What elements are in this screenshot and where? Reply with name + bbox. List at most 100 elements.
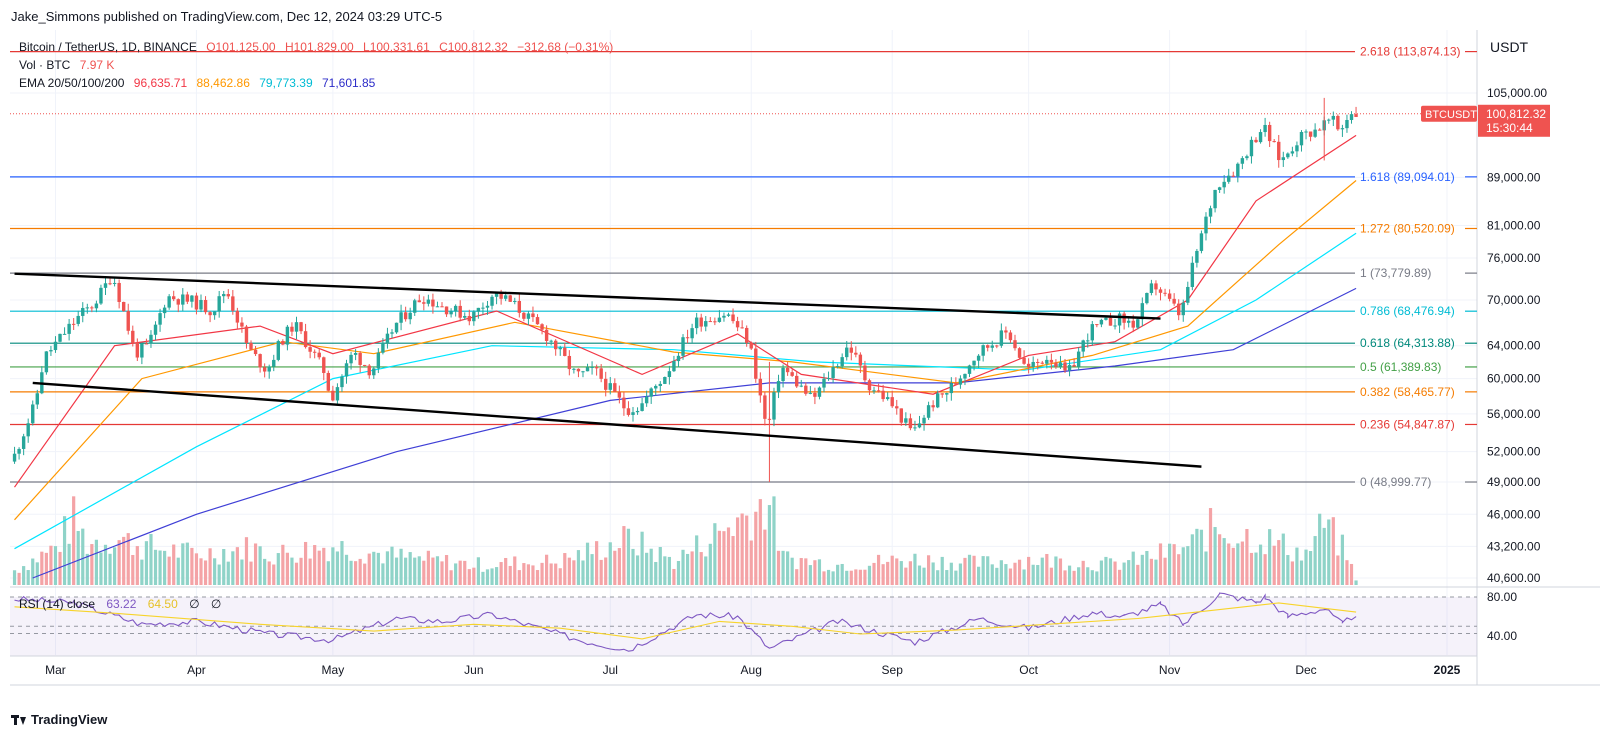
candle-body bbox=[881, 390, 885, 400]
candle-body bbox=[49, 350, 53, 352]
candle-body bbox=[963, 373, 967, 379]
volume-bar bbox=[1231, 547, 1235, 585]
trendline bbox=[14, 272, 1161, 320]
volume-bar bbox=[399, 548, 403, 585]
trendline bbox=[32, 381, 1202, 468]
candle-body bbox=[540, 324, 544, 330]
rsi-axis-label: 40.00 bbox=[1487, 629, 1517, 643]
fib-label: 0.618 (64,313.88) bbox=[1360, 336, 1455, 350]
volume-bar bbox=[240, 559, 244, 585]
volume-bar bbox=[695, 535, 699, 585]
candle-body bbox=[449, 311, 453, 315]
ema-legend[interactable]: EMA 20/50/100/200 96,635.71 88,462.86 79… bbox=[19, 76, 381, 90]
volume-bar bbox=[1154, 559, 1158, 585]
candle-body bbox=[672, 361, 676, 372]
candle-body bbox=[503, 295, 508, 299]
tradingview-brand[interactable]: TradingView bbox=[11, 712, 107, 727]
volume-bar bbox=[758, 499, 762, 585]
candle-body bbox=[190, 295, 194, 302]
volume-bar bbox=[617, 548, 621, 585]
candle-body bbox=[1254, 139, 1258, 143]
volume-bar bbox=[990, 564, 994, 585]
price-axis-label: 64,000.00 bbox=[1487, 339, 1541, 353]
tradingview-logo-icon bbox=[11, 714, 26, 725]
volume-bar bbox=[1027, 556, 1031, 585]
volume-bar bbox=[290, 557, 294, 585]
candle-body bbox=[222, 294, 226, 297]
volume-legend[interactable]: Vol · BTC 7.97 K bbox=[19, 58, 120, 72]
volume-bar bbox=[890, 555, 894, 585]
volume-bar bbox=[344, 554, 349, 585]
candle-body bbox=[949, 383, 954, 394]
volume-bar bbox=[153, 549, 158, 585]
candle-body bbox=[1026, 363, 1031, 368]
candle-body bbox=[644, 396, 649, 404]
candle-body bbox=[99, 287, 103, 304]
candle-body bbox=[413, 300, 417, 313]
candle-body bbox=[799, 385, 803, 387]
volume-bar bbox=[1240, 541, 1244, 585]
volume-bar bbox=[945, 570, 949, 585]
volume-bar bbox=[172, 544, 176, 585]
candle-body bbox=[363, 364, 367, 366]
candle-body bbox=[231, 296, 235, 311]
volume-bar bbox=[12, 570, 17, 585]
volume-bar bbox=[1322, 527, 1326, 585]
candle-body bbox=[1040, 362, 1044, 364]
candle-body bbox=[62, 333, 67, 335]
volume-bar bbox=[913, 553, 917, 585]
candle-body bbox=[999, 330, 1004, 346]
candle-body bbox=[826, 378, 831, 380]
candle-body bbox=[958, 378, 963, 385]
volume-bar bbox=[622, 526, 626, 585]
candle-body bbox=[544, 329, 549, 341]
volume-bar bbox=[1222, 538, 1226, 585]
candle-body bbox=[558, 347, 562, 350]
candle-body bbox=[986, 345, 990, 348]
candle-body bbox=[1295, 145, 1299, 152]
ohlc-high: H101,829.00 bbox=[284, 40, 354, 54]
fib-label: 1.272 (80,520.09) bbox=[1360, 221, 1455, 235]
volume-bar bbox=[394, 557, 399, 585]
candle-body bbox=[494, 292, 499, 297]
candle-body bbox=[1190, 262, 1195, 287]
candle-body bbox=[553, 340, 558, 350]
volume-bar bbox=[1104, 556, 1108, 585]
candle-body bbox=[885, 397, 890, 400]
rsi-axis-label: 80.00 bbox=[1487, 590, 1517, 604]
candle-body bbox=[67, 323, 71, 334]
volume-bar bbox=[53, 546, 58, 585]
candle-body bbox=[262, 367, 267, 372]
symbol-title[interactable]: Bitcoin / TetherUS, 1D, BINANCE bbox=[19, 40, 197, 54]
candle-body bbox=[472, 311, 476, 322]
candle-body bbox=[458, 305, 462, 318]
candle-body bbox=[217, 296, 221, 312]
candle-body bbox=[772, 392, 776, 420]
candle-body bbox=[940, 393, 944, 395]
volume-bar bbox=[854, 569, 858, 585]
volume-bar bbox=[676, 561, 681, 585]
volume-bar bbox=[576, 550, 581, 585]
candle-body bbox=[90, 307, 94, 309]
candle-body bbox=[244, 326, 249, 343]
volume-bar bbox=[467, 569, 471, 585]
tradingview-brand-text: TradingView bbox=[31, 712, 108, 727]
volume-bar bbox=[1017, 559, 1022, 585]
candle-body bbox=[526, 313, 531, 319]
volume-bar bbox=[408, 552, 412, 585]
candle-body bbox=[463, 316, 467, 318]
volume-bar bbox=[158, 550, 162, 585]
rsi-legend[interactable]: RSI (14) close 63.22 64.50 ∅ ∅ bbox=[19, 597, 229, 611]
volume-bar bbox=[749, 540, 753, 585]
volume-bar bbox=[931, 562, 935, 585]
volume-bar bbox=[1308, 551, 1313, 585]
volume-bar bbox=[217, 564, 221, 585]
candle-body bbox=[613, 383, 617, 392]
ema200-value: 71,601.85 bbox=[321, 76, 376, 90]
candle-body bbox=[685, 337, 690, 339]
candle-body bbox=[21, 436, 26, 449]
volume-bar bbox=[1113, 561, 1117, 585]
volume-bar bbox=[281, 544, 285, 585]
volume-bar bbox=[626, 528, 631, 585]
